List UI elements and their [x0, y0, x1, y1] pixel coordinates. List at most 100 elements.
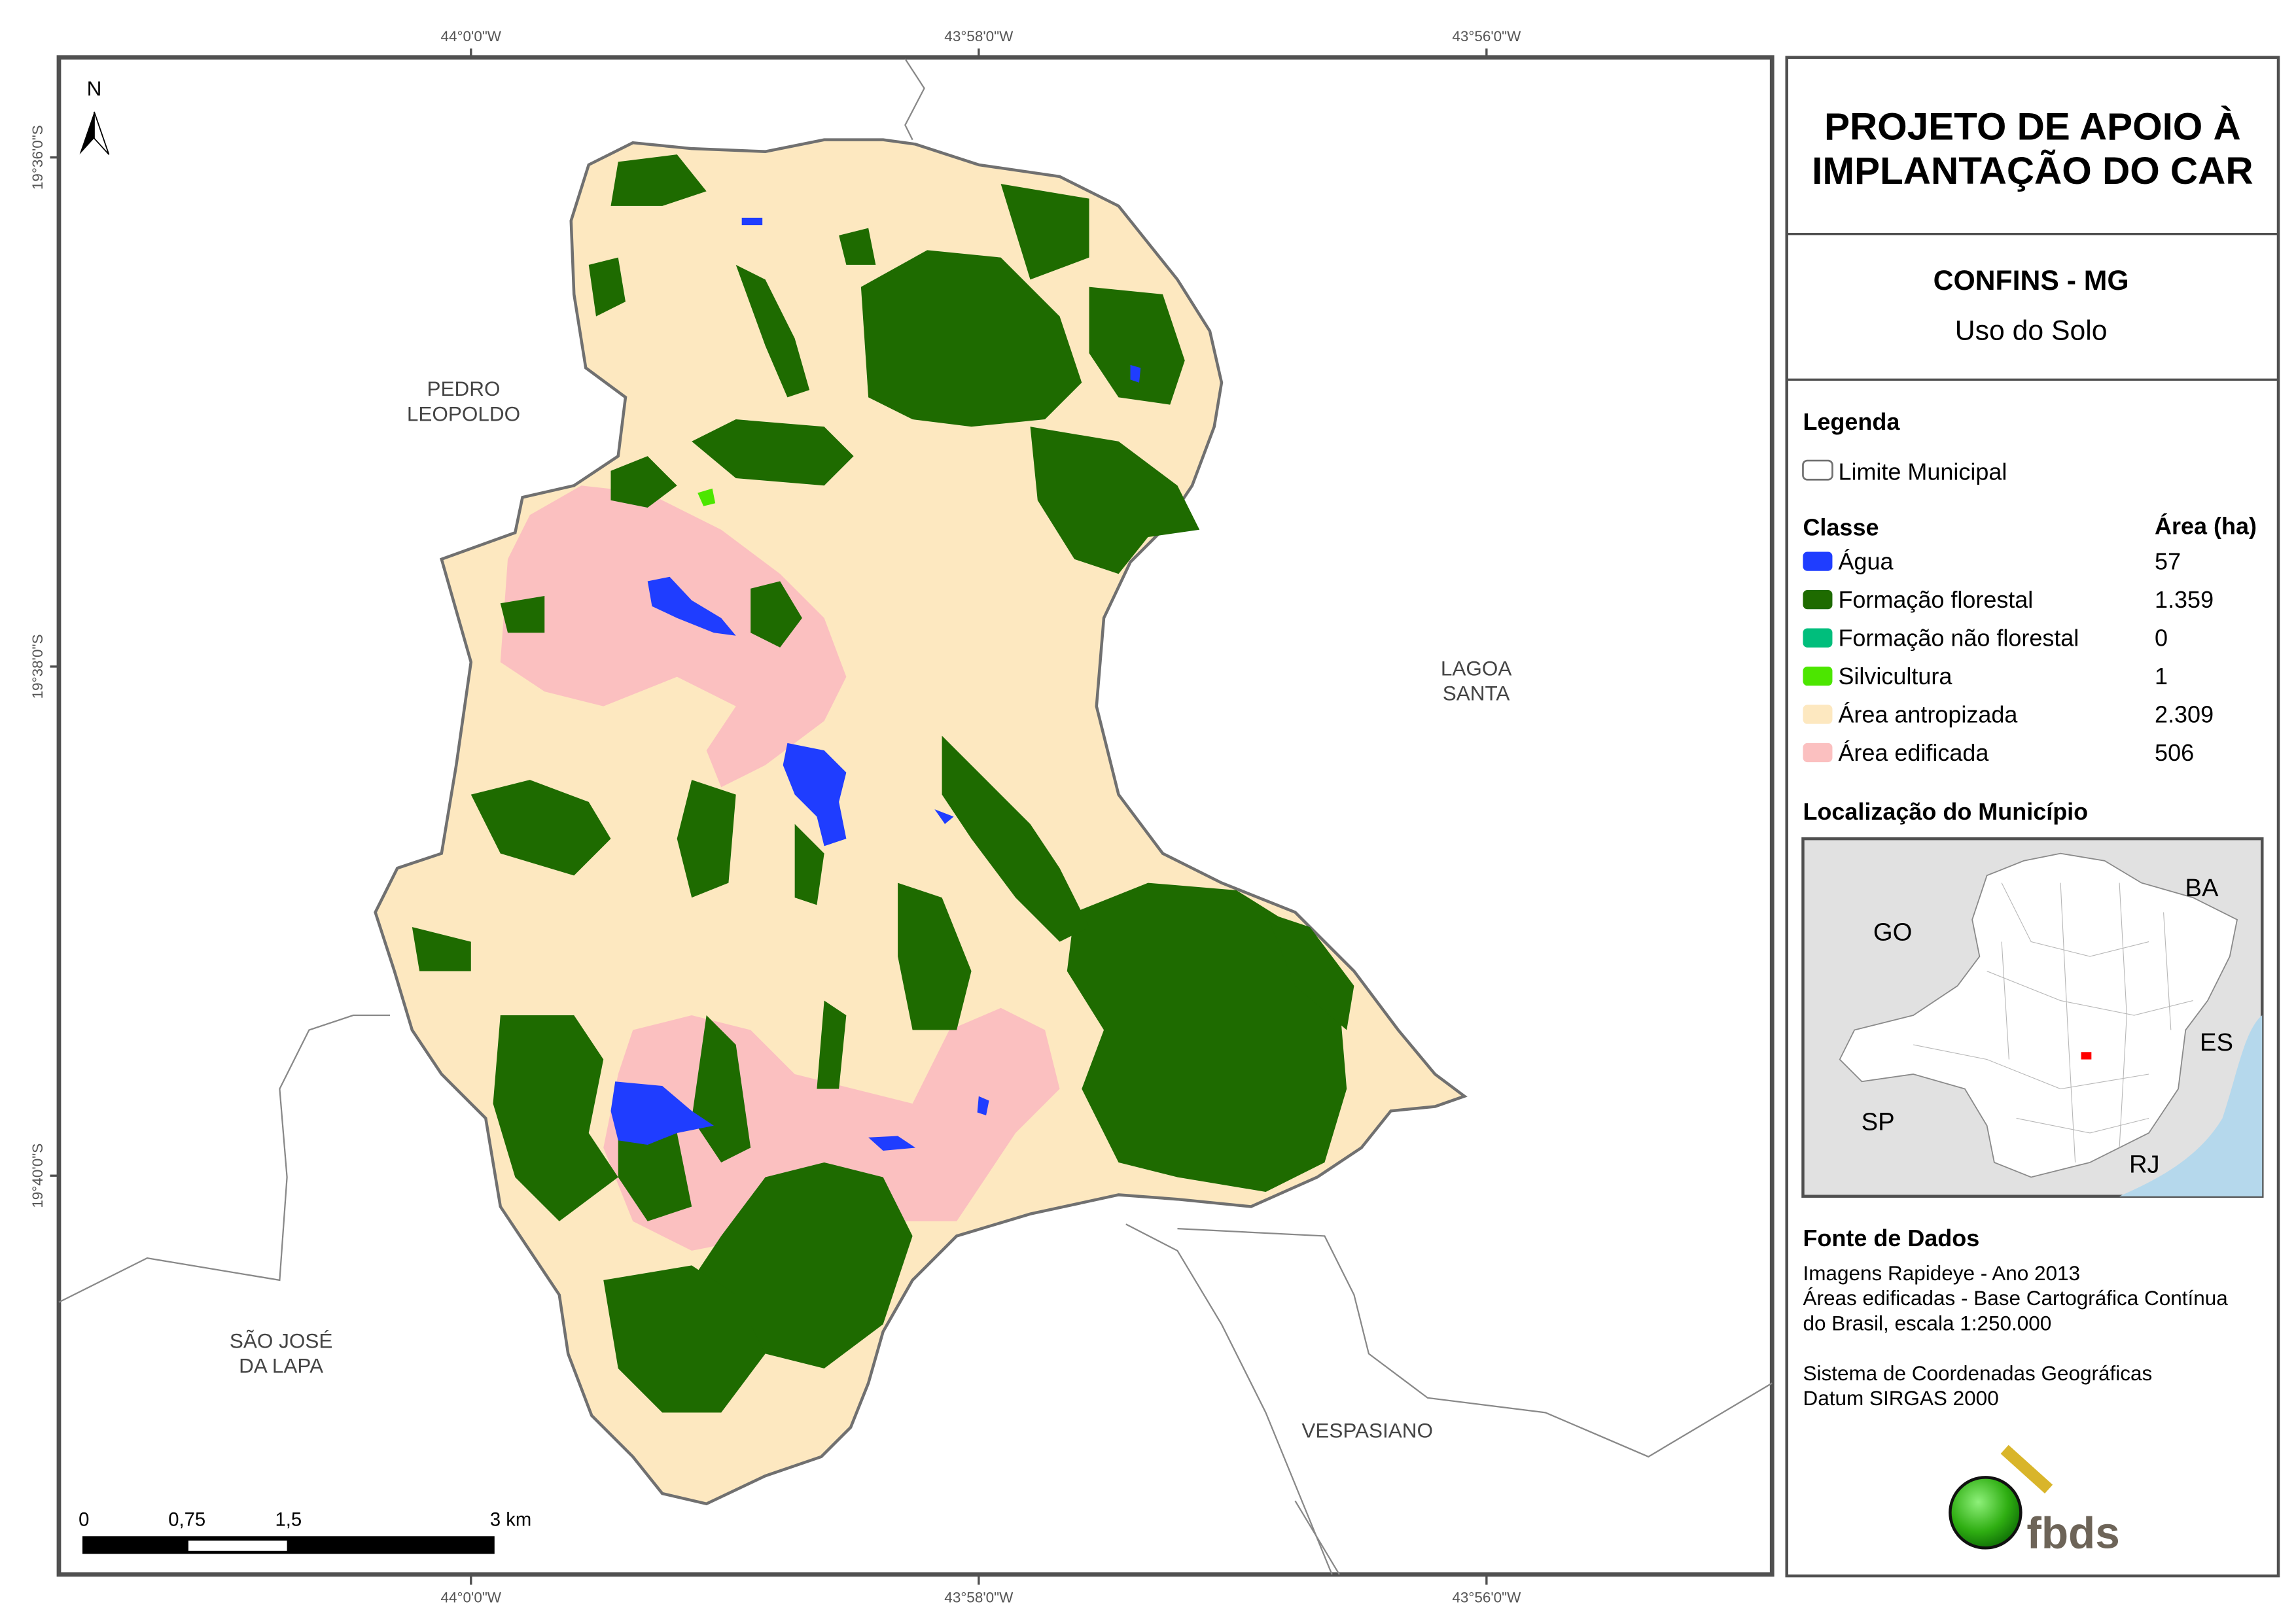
forest-patch	[412, 927, 471, 971]
svg-text:fbds: fbds	[2026, 1509, 2119, 1558]
coord-label: 19°36'0"S	[29, 125, 46, 190]
forest-patch	[794, 824, 824, 905]
source-line: Datum SIRGAS 2000	[1803, 1386, 1998, 1410]
state-label: GO	[1873, 918, 1912, 946]
location-heading: Localização do Município	[1803, 798, 2088, 825]
legend-class-area: 506	[2155, 739, 2194, 766]
legend-swatch	[1803, 551, 1833, 571]
neighbor-label: SANTA	[1443, 682, 1510, 705]
water-layer	[610, 217, 1141, 1151]
neighbor-boundary	[904, 58, 925, 141]
legend-class-area: 1.359	[2155, 586, 2214, 613]
water-body	[934, 809, 954, 824]
legend-swatch	[1803, 742, 1833, 763]
neighbor-boundary	[58, 1014, 391, 1303]
water-body	[868, 1136, 916, 1151]
water-body	[783, 742, 847, 846]
project-title: PROJETO DE APOIO À	[1824, 105, 2241, 148]
legend-heading: Legenda	[1803, 408, 1900, 435]
neighbor-label: PEDRO	[427, 377, 501, 400]
neighbor-label: LEOPOLDO	[407, 402, 520, 425]
project-title: IMPLANTAÇÃO DO CAR	[1812, 149, 2253, 192]
forest-patch	[751, 581, 802, 648]
source-line: Sistema de Coordenadas Geográficas	[1803, 1361, 2152, 1385]
neighbor-boundary	[1177, 1228, 1773, 1458]
forest-patch	[1030, 427, 1200, 574]
neighbor-label: LAGOA	[1441, 656, 1512, 680]
fbds-logo: fbds	[1949, 1444, 2120, 1558]
legend-class-area: 1	[2155, 663, 2168, 689]
forest-patch	[692, 419, 854, 486]
forest-patch	[817, 1000, 847, 1089]
municipality-marker	[2081, 1052, 2092, 1060]
forest-patch	[735, 264, 810, 398]
forest-patch	[1067, 882, 1347, 1192]
forest-patch	[839, 228, 876, 265]
neighbor-label: VESPASIANO	[1301, 1419, 1433, 1442]
water-body	[1130, 364, 1141, 383]
svg-text:0,75: 0,75	[168, 1510, 205, 1531]
legend-swatch	[1803, 589, 1833, 610]
class-header: Classe	[1803, 514, 1879, 541]
water-body	[977, 1096, 989, 1115]
source-line: Áreas edificadas - Base Cartográfica Con…	[1803, 1286, 2228, 1310]
neighbor-boundary	[1294, 1500, 1340, 1575]
legend-class-label: Formação florestal	[1838, 586, 2033, 613]
forest-patch	[1089, 287, 1185, 405]
ocean	[2119, 1015, 2263, 1196]
forest-patch	[618, 1118, 692, 1221]
legend-class-label: Área edificada	[1838, 739, 1988, 766]
area-header: Área (ha)	[2155, 513, 2257, 540]
silviculture-patch	[698, 488, 716, 506]
forest-patch	[677, 780, 736, 898]
neighbor-label: SÃO JOSÉ	[230, 1329, 332, 1352]
source-line: do Brasil, escala 1:250.000	[1803, 1311, 2051, 1335]
forest-patch	[588, 257, 626, 317]
boundary-swatch	[1802, 459, 1833, 481]
legend-boundary-label: Limite Municipal	[1838, 458, 2007, 485]
state-label: SP	[1862, 1108, 1895, 1136]
coord-label: 43°56'0"W	[1452, 1590, 1521, 1606]
svg-text:N: N	[87, 77, 102, 100]
coord-label: 43°58'0"W	[944, 28, 1014, 44]
coord-label: 19°40'0"S	[29, 1143, 46, 1208]
coord-label: 43°56'0"W	[1452, 28, 1521, 44]
svg-text:1,5: 1,5	[275, 1510, 302, 1531]
water-body	[647, 576, 736, 636]
coord-label: 19°38'0"S	[29, 635, 46, 699]
legend-swatch	[1803, 705, 1833, 724]
scale-bar: 0 0,75 1,5 3 km	[79, 1510, 531, 1554]
neighbor-boundaries	[58, 58, 1773, 1575]
sources-heading: Fonte de Dados	[1803, 1225, 1979, 1251]
legend-class-label: Área antropizada	[1838, 701, 2017, 727]
map-frame: PEDRO LEOPOLDO LAGOA SANTA SÃO JOSÉ DA L…	[56, 55, 1775, 1577]
forest-patch	[1000, 184, 1089, 280]
side-panel: PROJETO DE APOIO À IMPLANTAÇÃO DO CAR CO…	[1785, 56, 2280, 1578]
map-subtitle: Uso do Solo	[1955, 315, 2108, 347]
legend-swatch	[1803, 628, 1833, 648]
municipality-title: CONFINS - MG	[1934, 265, 2129, 296]
neighbor-label: DA LAPA	[239, 1354, 323, 1378]
forest-patch	[860, 250, 1082, 427]
forest-patch	[610, 154, 707, 206]
state-label: RJ	[2129, 1151, 2160, 1179]
coord-label: 44°0'0"W	[441, 1590, 502, 1606]
svg-text:0: 0	[79, 1510, 89, 1531]
legend-class-label: Formação não florestal	[1838, 624, 2079, 651]
forest-patch	[942, 735, 1089, 942]
forest-patch	[1265, 912, 1354, 1030]
state-label: ES	[2200, 1028, 2233, 1056]
legend-swatch	[1803, 666, 1833, 686]
source-line: Imagens Rapideye - Ano 2013	[1803, 1261, 2080, 1285]
graticule	[50, 48, 1488, 1585]
location-inset-map: BA GO ES SP RJ	[1801, 837, 2264, 1198]
water-body	[610, 1081, 714, 1145]
legend-class-area: 0	[2155, 624, 2168, 651]
coord-label: 44°0'0"W	[441, 28, 502, 44]
forest-patch	[603, 1265, 766, 1413]
legend-class-label: Água	[1838, 548, 1893, 574]
legend-class-area: 2.309	[2155, 701, 2214, 727]
forest-patch	[500, 595, 545, 633]
svg-text:3 km: 3 km	[490, 1510, 531, 1531]
